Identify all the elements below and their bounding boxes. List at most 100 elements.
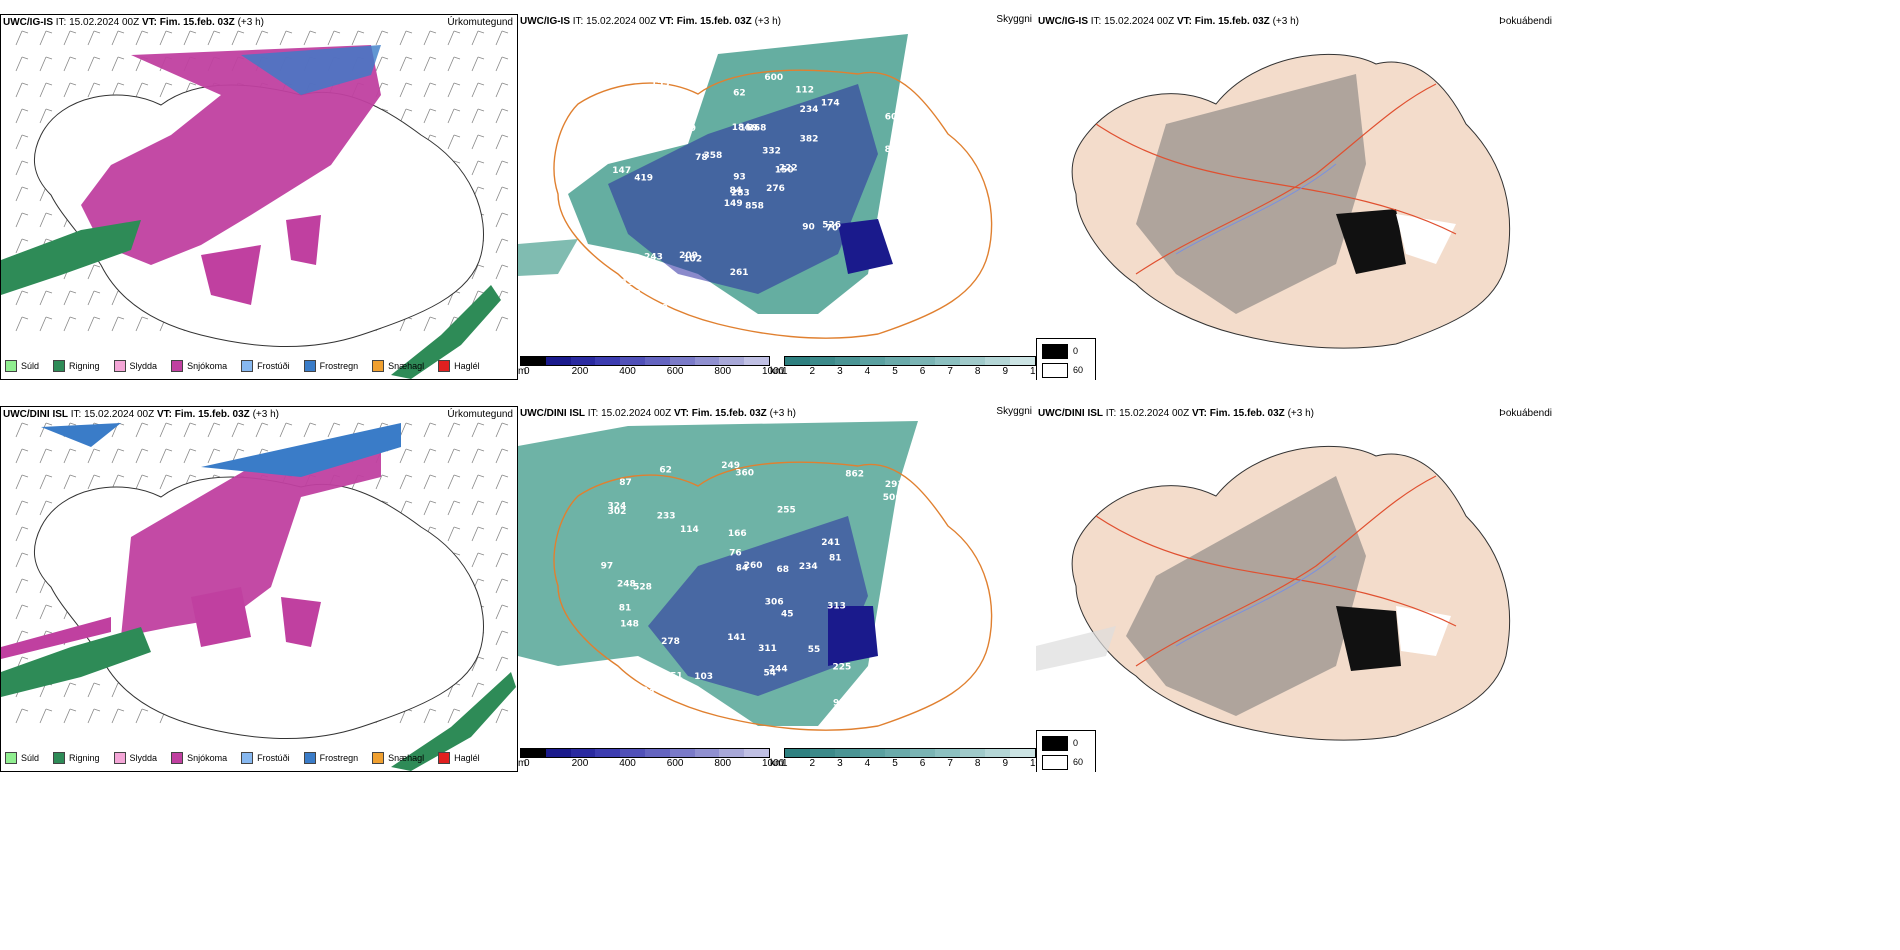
colorbar-segment xyxy=(570,749,596,757)
ceiling-value-label: 291 xyxy=(885,480,904,490)
ceiling-value-label: 306 xyxy=(765,597,784,607)
colorbar-tick: 1 xyxy=(782,366,788,377)
ceiling-value-label: 219 xyxy=(649,304,668,314)
ceiling-value-label: 592 xyxy=(880,300,899,310)
panel-field-name: Skyggni xyxy=(996,14,1032,25)
fog-panel-row1: UWC/IG-IS IT: 15.02.2024 00Z VT: Fim. 15… xyxy=(1036,14,1556,380)
colorbar-segment xyxy=(595,357,621,365)
ceiling-value-label: 97 xyxy=(601,562,614,572)
visibility-colorbar xyxy=(784,356,1036,366)
ceiling-value-label: 222 xyxy=(779,163,798,173)
ceiling-value-label: 382 xyxy=(800,134,819,144)
colorbar-segment xyxy=(1010,357,1035,365)
legend-label: Rigning xyxy=(69,361,100,371)
legend-label: Frostregn xyxy=(319,753,359,763)
ceiling-value-label: 311 xyxy=(758,644,777,654)
ceiling-numbers: 858 225 283 135 150 102 112 368 234 276 153 592 419 6… xyxy=(612,73,903,314)
fog-legend: 0 60 xyxy=(1036,730,1096,772)
legend-item: Frostregn xyxy=(303,360,358,372)
legend-item: Súld xyxy=(5,360,39,372)
fog-map xyxy=(1071,53,1511,349)
colorbar-segment xyxy=(570,357,596,365)
legend-label: Frostúði xyxy=(257,753,290,763)
legend-label: Snæhagl xyxy=(388,753,425,763)
ceiling-value-label: 174 xyxy=(821,99,840,109)
ceiling-value-label: 114 xyxy=(680,525,699,535)
colorbar-tick: 7 xyxy=(947,366,953,377)
ceiling-colorbar xyxy=(520,748,770,758)
colorbar-tick: 2 xyxy=(809,366,816,377)
legend-item: Snjókoma xyxy=(171,360,227,372)
ceiling-value-label: 147 xyxy=(612,166,631,176)
legend-item: Súld xyxy=(5,752,39,764)
precip-panel-row2: UWC/DINI ISL IT: 15.02.2024 00Z VT: Fim.… xyxy=(0,406,518,772)
colorbar-tick: 1000 xyxy=(762,366,785,377)
ceiling-ticks: 0 200 400 600 800 1000 xyxy=(524,758,784,770)
colorbar-tick: 200 xyxy=(571,758,589,769)
colorbar-segment xyxy=(785,357,810,365)
visibility-map: 97 360 241 291 324 321 528 255 166 862 260 313 249 30… xyxy=(518,421,993,731)
ceiling-value-label: 528 xyxy=(633,583,652,593)
legend-swatch xyxy=(303,752,316,764)
legend-swatch xyxy=(171,752,184,764)
ceiling-value-label: 209 xyxy=(679,251,698,261)
colorbar-segment xyxy=(910,749,935,757)
ceiling-value-label: 103 xyxy=(694,672,713,682)
ceiling-value-label: 68 xyxy=(777,565,790,575)
ceiling-value-label: 87 xyxy=(885,145,898,155)
colorbar-segment xyxy=(985,357,1010,365)
legend-label: Frostúði xyxy=(257,361,290,371)
legend-item: Slydda xyxy=(113,752,158,764)
visibility-unit: km xyxy=(770,366,784,377)
colorbar-segment xyxy=(810,749,835,757)
visibility-panel-row1: UWC/IG-IS IT: 15.02.2024 00Z VT: Fim. 15… xyxy=(518,14,1036,380)
colorbar-tick: 4 xyxy=(864,366,871,377)
ceiling-numbers: 97 360 241 291 324 321 528 255 166 862 260 313 249 30… xyxy=(601,461,914,708)
colorbar-segment xyxy=(644,749,670,757)
legend-item: Snæhagl xyxy=(372,360,424,372)
ceiling-value-label: 261 xyxy=(730,268,749,278)
colorbar-tick: 0 xyxy=(524,758,530,769)
ceiling-value-label: 526 xyxy=(822,221,841,231)
panel-field-name: Þokuábendi xyxy=(1499,408,1552,419)
ceiling-value-label: 76 xyxy=(894,542,907,552)
ceiling-value-label: 76 xyxy=(729,548,742,558)
panel-title: UWC/IG-IS IT: 15.02.2024 00Z VT: Fim. 15… xyxy=(1038,16,1299,27)
ceiling-value-label: 84 xyxy=(736,564,749,574)
ceiling-value-label: 324 xyxy=(608,501,627,511)
colorbar-tick: 1 xyxy=(782,758,788,769)
visibility-panel-row2: UWC/DINI ISL IT: 15.02.2024 00Z VT: Fim.… xyxy=(518,406,1036,772)
legend-swatch xyxy=(171,360,184,372)
ceiling-value-label: 302 xyxy=(608,507,627,517)
ceiling-value-label: 600 xyxy=(764,73,783,83)
ceiling-value-label: 81 xyxy=(619,604,632,614)
colorbar-segment xyxy=(644,357,670,365)
colorbar-segment xyxy=(960,357,985,365)
ceiling-value-label: 255 xyxy=(777,506,796,516)
ceiling-value-label: 70 xyxy=(826,224,839,234)
legend-label: Rigning xyxy=(69,753,100,763)
ceiling-value-label: 858 xyxy=(745,202,764,212)
colorbar-tick: 9 xyxy=(1002,366,1008,377)
ceiling-value-label: 368 xyxy=(748,123,767,133)
ceiling-value-label: 81 xyxy=(829,553,842,563)
legend-swatch xyxy=(438,360,451,372)
ceiling-value-label: 332 xyxy=(762,146,781,156)
panel-title: UWC/IG-IS IT: 15.02.2024 00Z VT: Fim. 15… xyxy=(520,16,781,27)
legend-swatch xyxy=(241,360,254,372)
fog-map xyxy=(1036,445,1511,741)
colorbar-tick: 200 xyxy=(571,366,589,377)
visibility-colorbar xyxy=(784,748,1036,758)
legend-label: Slydda xyxy=(129,753,158,763)
ceiling-value-label: 184 xyxy=(732,123,751,133)
ceiling-value-label: 354 xyxy=(876,274,895,284)
colorbar-tick: 3 xyxy=(837,758,843,769)
colorbar-tick: 0 xyxy=(524,366,530,377)
ceiling-value-label: 225 xyxy=(633,126,652,136)
colorbar-tick: 400 xyxy=(619,366,636,377)
panel-field-name: Þokuábendi xyxy=(1499,16,1552,27)
ceiling-value-label: 65 xyxy=(686,686,699,696)
colorbar-tick: 6 xyxy=(919,758,926,769)
legend-label: Haglél xyxy=(454,361,480,371)
panel-field-name: Úrkomutegund xyxy=(447,17,513,28)
